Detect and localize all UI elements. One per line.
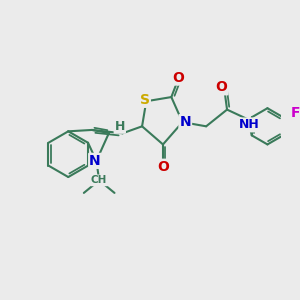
Text: CH: CH bbox=[91, 176, 107, 185]
Text: F: F bbox=[291, 106, 300, 120]
Text: S: S bbox=[140, 93, 150, 107]
Text: O: O bbox=[157, 160, 169, 174]
Text: N: N bbox=[89, 154, 101, 168]
Text: O: O bbox=[215, 80, 227, 94]
Text: N: N bbox=[179, 115, 191, 129]
Text: O: O bbox=[172, 70, 184, 85]
Text: H: H bbox=[115, 120, 125, 133]
Text: NH: NH bbox=[239, 118, 260, 131]
